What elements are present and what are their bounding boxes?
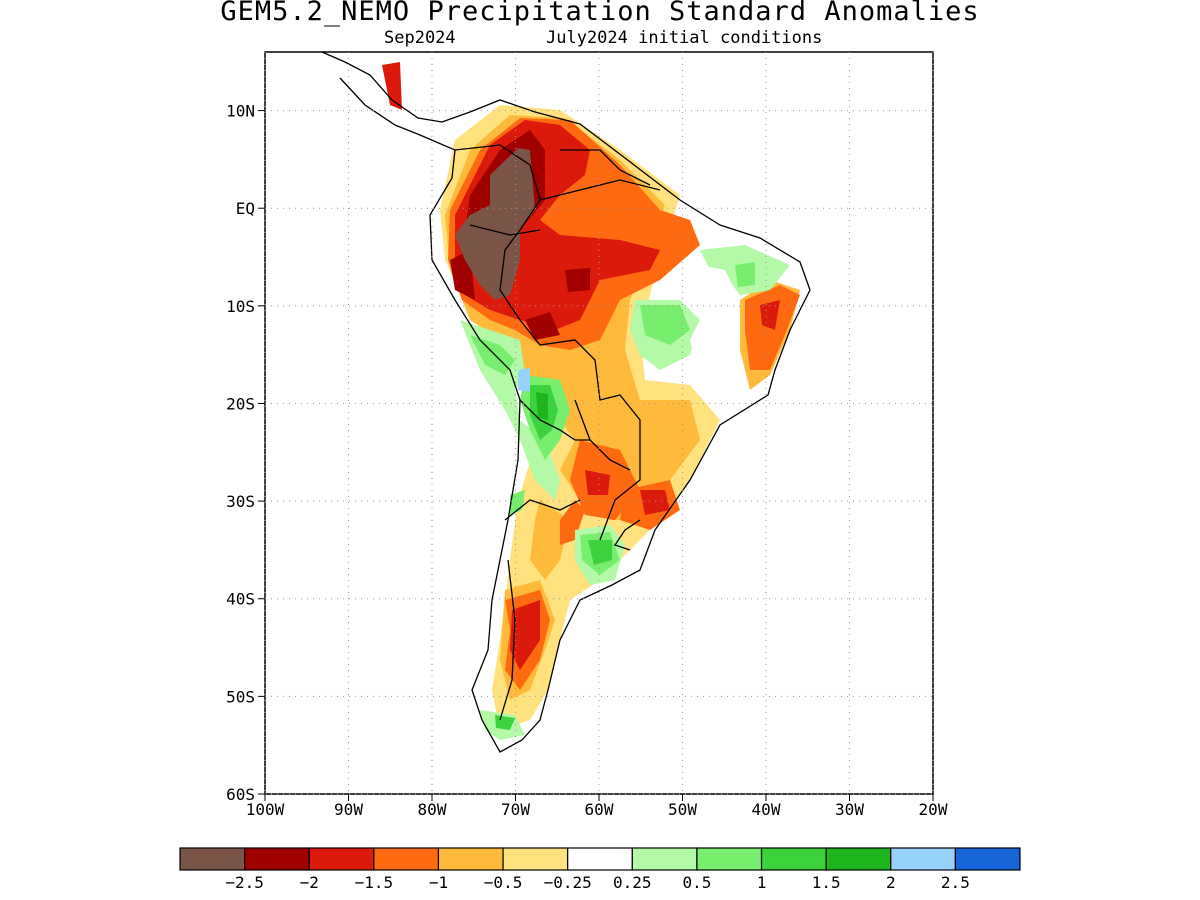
anomaly-dark-green [536, 392, 548, 420]
graticule [264, 52, 934, 795]
colorbar-swatch [954, 847, 1021, 871]
lon-tick-label: 70W [501, 800, 530, 819]
lat-tick-label: 10N [226, 102, 255, 121]
lat-tick-label: 60S [226, 785, 255, 804]
colorbar-label: −2.5 [225, 873, 264, 892]
lat-tick-label: EQ [236, 199, 255, 218]
lat-tick-label: 50S [226, 687, 255, 706]
anomaly-green [470, 262, 755, 575]
colorbar-swatch [825, 847, 892, 871]
map-subtitle-period: Sep2024 [384, 28, 456, 48]
lat-tick-label: 30S [226, 492, 255, 511]
colorbar-label: 0.25 [613, 873, 652, 892]
colorbar-label: −2 [300, 873, 319, 892]
lon-tick-label: 40W [752, 800, 781, 819]
lat-tick-label: 10S [226, 297, 255, 316]
colorbar-label: 2 [886, 873, 896, 892]
colorbar: −2.5 −2 −1.5 −1 −0.5 −0.25 0.25 0.5 1 1.5 2 2.5 [179, 847, 1021, 892]
colorbar-swatch [567, 847, 633, 871]
colorbar-swatch [631, 847, 698, 871]
lon-tick-label: 80W [418, 800, 447, 819]
colorbar-label: 1.5 [812, 873, 841, 892]
lat-tick-label: 20S [226, 394, 255, 413]
colorbar-label: 0.5 [682, 873, 711, 892]
anomaly-fields [322, 52, 810, 752]
colorbar-swatch [437, 847, 504, 871]
colorbar-swatch [890, 847, 956, 871]
colorbar-swatch [179, 847, 246, 871]
colorbar-swatch [502, 847, 569, 871]
colorbar-swatch [308, 847, 375, 871]
colorbar-swatch [696, 847, 763, 871]
anomaly-neutral-brazil [690, 265, 745, 400]
map-title: GEM5.2_NEMO Precipitation Standard Anoma… [220, 0, 980, 27]
colorbar-swatch [373, 847, 440, 871]
colorbar-label: −0.5 [484, 873, 523, 892]
colorbar-label: −1.5 [355, 873, 394, 892]
colorbar-label: −0.25 [544, 873, 592, 892]
coastlines [321, 52, 811, 753]
map-subtitle-init: July2024 initial conditions [546, 28, 823, 48]
anomaly-light-blue [518, 368, 530, 392]
colorbar-label: 1 [757, 873, 767, 892]
colorbar-swatch [760, 847, 827, 871]
colorbar-swatch [244, 847, 310, 871]
lon-tick-label: 30W [835, 800, 864, 819]
lon-tick-label: 50W [668, 800, 697, 819]
lon-tick-label: 60W [585, 800, 614, 819]
lat-tick-label: 40S [226, 590, 255, 609]
lon-tick-label: 90W [334, 800, 363, 819]
colorbar-label: 2.5 [941, 873, 970, 892]
lon-tick-label: 100W [246, 800, 285, 819]
anomaly-dark-red [450, 130, 590, 340]
lon-tick-label: 20W [919, 800, 948, 819]
colorbar-label: −1 [429, 873, 448, 892]
